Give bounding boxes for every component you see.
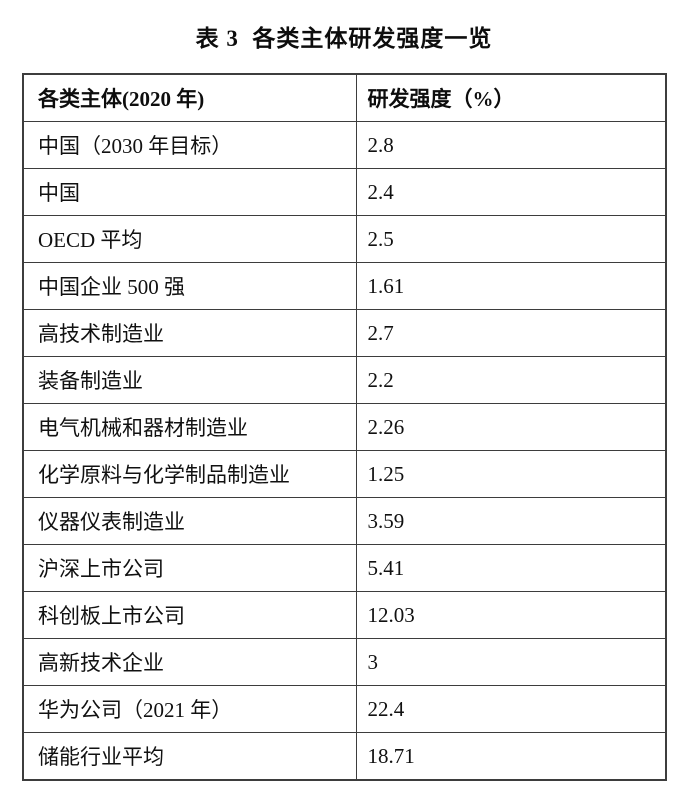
value-cell: 22.4 [355,685,667,733]
table-row: 高技术制造业 2.7 [22,309,667,357]
value-cell: 1.61 [355,262,667,310]
entity-cell: 中国企业 500 强 [22,262,357,310]
entity-cell: 华为公司（2021 年） [22,685,357,733]
entity-cell: 电气机械和器材制造业 [22,403,357,451]
value-cell: 3.59 [355,497,667,545]
table-row: 中国 2.4 [22,168,667,216]
table-row: 沪深上市公司 5.41 [22,544,667,592]
value-cell: 2.7 [355,309,667,357]
table-row: 科创板上市公司 12.03 [22,591,667,639]
table-row: 中国（2030 年目标） 2.8 [22,121,667,169]
table-caption: 表 3 各类主体研发强度一览 [195,26,493,51]
entity-cell: 仪器仪表制造业 [22,497,357,545]
value-cell: 2.8 [355,121,667,169]
value-cell: 1.25 [355,450,667,498]
table-header-row: 各类主体(2020 年) 研发强度（%） [22,73,667,122]
value-cell: 12.03 [355,591,667,639]
column-header-value: 研发强度（%） [355,73,667,122]
entity-cell: 科创板上市公司 [22,591,357,639]
value-cell: 5.41 [355,544,667,592]
table-row: 中国企业 500 强 1.61 [22,262,667,310]
table-row: 储能行业平均 18.71 [22,732,667,781]
entity-cell: 中国 [22,168,357,216]
table-row: 仪器仪表制造业 3.59 [22,497,667,545]
rd-intensity-table: 各类主体(2020 年) 研发强度（%） 中国（2030 年目标） 2.8 中国… [22,73,667,781]
column-header-entity: 各类主体(2020 年) [22,73,357,122]
entity-cell: OECD 平均 [22,215,357,263]
table-row: 装备制造业 2.2 [22,356,667,404]
value-cell: 2.26 [355,403,667,451]
entity-cell: 储能行业平均 [22,732,357,781]
value-cell: 3 [355,638,667,686]
entity-cell: 装备制造业 [22,356,357,404]
entity-cell: 沪深上市公司 [22,544,357,592]
entity-cell: 高新技术企业 [22,638,357,686]
value-cell: 2.2 [355,356,667,404]
table-row: 高新技术企业 3 [22,638,667,686]
value-cell: 2.5 [355,215,667,263]
table-row: 华为公司（2021 年） 22.4 [22,685,667,733]
table-row: 化学原料与化学制品制造业 1.25 [22,450,667,498]
table-row: OECD 平均 2.5 [22,215,667,263]
value-cell: 2.4 [355,168,667,216]
entity-cell: 中国（2030 年目标） [22,121,357,169]
value-cell: 18.71 [355,732,667,781]
entity-cell: 高技术制造业 [22,309,357,357]
table-row: 电气机械和器材制造业 2.26 [22,403,667,451]
entity-cell: 化学原料与化学制品制造业 [22,450,357,498]
